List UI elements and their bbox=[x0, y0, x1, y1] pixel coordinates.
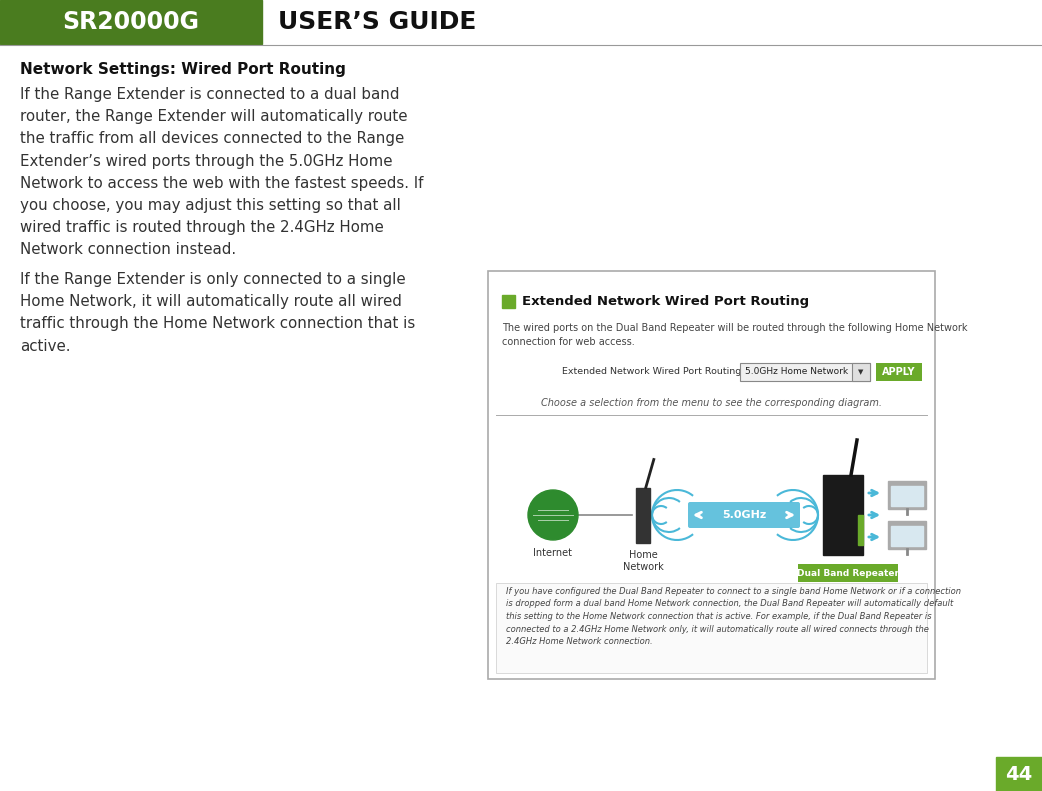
Text: 44: 44 bbox=[1006, 764, 1033, 784]
Bar bbox=[876, 363, 922, 381]
Text: If you have configured the Dual Band Repeater to connect to a single band Home N: If you have configured the Dual Band Rep… bbox=[506, 587, 961, 646]
Bar bbox=[996, 757, 1042, 791]
Bar bbox=[888, 521, 926, 549]
Text: 5.0GHz Home Network: 5.0GHz Home Network bbox=[745, 368, 848, 377]
Circle shape bbox=[528, 490, 578, 540]
Text: Choose a selection from the menu to see the corresponding diagram.: Choose a selection from the menu to see … bbox=[541, 398, 882, 408]
Text: If the Range Extender is only connected to a single
Home Network, it will automa: If the Range Extender is only connected … bbox=[20, 272, 416, 354]
Bar bbox=[888, 481, 926, 509]
Text: If the Range Extender is connected to a dual band
router, the Range Extender wil: If the Range Extender is connected to a … bbox=[20, 87, 423, 257]
Bar bbox=[891, 526, 923, 546]
Bar bbox=[852, 363, 870, 381]
Bar bbox=[823, 475, 863, 555]
Text: Internet: Internet bbox=[534, 548, 572, 558]
Bar bbox=[0, 0, 262, 44]
Text: Extended Network Wired Port Routing: Extended Network Wired Port Routing bbox=[522, 294, 810, 308]
Bar bbox=[496, 583, 927, 673]
Text: APPLY: APPLY bbox=[883, 367, 916, 377]
Bar bbox=[502, 294, 515, 308]
FancyBboxPatch shape bbox=[688, 502, 800, 528]
FancyBboxPatch shape bbox=[488, 271, 935, 679]
Text: Dual Band Repeater: Dual Band Repeater bbox=[797, 569, 899, 577]
Bar bbox=[740, 363, 870, 381]
Text: SR20000G: SR20000G bbox=[63, 10, 199, 34]
Bar bbox=[636, 487, 650, 543]
Bar bbox=[858, 515, 863, 545]
Bar bbox=[891, 486, 923, 506]
Text: 5.0GHz: 5.0GHz bbox=[722, 510, 766, 520]
Text: Network Settings: Wired Port Routing: Network Settings: Wired Port Routing bbox=[20, 62, 346, 77]
Text: ▼: ▼ bbox=[859, 369, 864, 375]
Text: Home
Network: Home Network bbox=[623, 551, 664, 572]
Text: USER’S GUIDE: USER’S GUIDE bbox=[278, 10, 476, 34]
Text: The wired ports on the Dual Band Repeater will be routed through the following H: The wired ports on the Dual Band Repeate… bbox=[502, 323, 968, 347]
FancyBboxPatch shape bbox=[798, 564, 898, 582]
Text: Extended Network Wired Port Routing:: Extended Network Wired Port Routing: bbox=[562, 366, 744, 376]
